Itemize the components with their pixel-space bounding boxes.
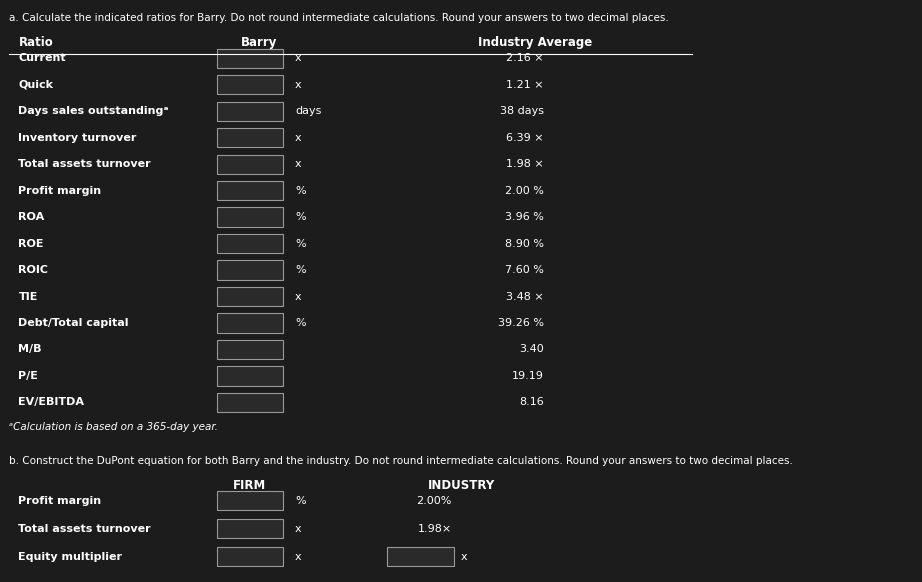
Text: M/B: M/B xyxy=(18,345,41,354)
Text: a. Calculate the indicated ratios for Barry. Do not round intermediate calculati: a. Calculate the indicated ratios for Ba… xyxy=(9,13,669,23)
Text: 3.48 ×: 3.48 × xyxy=(506,292,544,301)
FancyBboxPatch shape xyxy=(217,101,283,120)
Text: Profit margin: Profit margin xyxy=(18,496,101,506)
Text: 1.21 ×: 1.21 × xyxy=(506,80,544,90)
Text: x: x xyxy=(461,552,467,562)
Text: x: x xyxy=(295,159,301,169)
FancyBboxPatch shape xyxy=(217,75,283,94)
Text: INDUSTRY: INDUSTRY xyxy=(428,478,494,492)
FancyBboxPatch shape xyxy=(217,313,283,332)
FancyBboxPatch shape xyxy=(217,340,283,359)
Text: %: % xyxy=(295,265,306,275)
FancyBboxPatch shape xyxy=(217,128,283,147)
Text: Days sales outstandingᵃ: Days sales outstandingᵃ xyxy=(18,106,169,116)
Text: x: x xyxy=(295,53,301,63)
FancyBboxPatch shape xyxy=(217,181,283,200)
FancyBboxPatch shape xyxy=(217,393,283,412)
Text: Barry: Barry xyxy=(241,36,278,49)
FancyBboxPatch shape xyxy=(217,287,283,306)
Text: 39.26 %: 39.26 % xyxy=(498,318,544,328)
Text: %: % xyxy=(295,239,306,249)
Text: b. Construct the DuPont equation for both Barry and the industry. Do not round i: b. Construct the DuPont equation for bot… xyxy=(9,456,793,466)
Text: ᵃCalculation is based on a 365-day year.: ᵃCalculation is based on a 365-day year. xyxy=(9,421,219,431)
Text: Industry Average: Industry Average xyxy=(478,36,592,49)
FancyBboxPatch shape xyxy=(217,49,283,68)
Text: ROA: ROA xyxy=(18,212,44,222)
Text: Total assets turnover: Total assets turnover xyxy=(18,524,151,534)
Text: 8.90 %: 8.90 % xyxy=(505,239,544,249)
Text: Current: Current xyxy=(18,53,66,63)
Text: 8.16: 8.16 xyxy=(519,398,544,407)
Text: Inventory turnover: Inventory turnover xyxy=(18,133,136,143)
Text: %: % xyxy=(295,318,306,328)
Text: ROIC: ROIC xyxy=(18,265,49,275)
Text: x: x xyxy=(295,292,301,301)
Text: days: days xyxy=(295,106,322,116)
Text: 1.98 ×: 1.98 × xyxy=(506,159,544,169)
FancyBboxPatch shape xyxy=(217,367,283,386)
FancyBboxPatch shape xyxy=(217,154,283,173)
Text: 3.40: 3.40 xyxy=(519,345,544,354)
Text: 38 days: 38 days xyxy=(500,106,544,116)
Text: Profit margin: Profit margin xyxy=(18,186,101,196)
Text: 2.00%: 2.00% xyxy=(417,496,452,506)
Text: x: x xyxy=(295,80,301,90)
FancyBboxPatch shape xyxy=(217,260,283,279)
FancyBboxPatch shape xyxy=(217,234,283,253)
Text: 3.96 %: 3.96 % xyxy=(505,212,544,222)
FancyBboxPatch shape xyxy=(217,547,283,566)
FancyBboxPatch shape xyxy=(217,519,283,538)
Text: x: x xyxy=(295,524,301,534)
Text: 2.00 %: 2.00 % xyxy=(505,186,544,196)
Text: %: % xyxy=(295,186,306,196)
Text: Total assets turnover: Total assets turnover xyxy=(18,159,151,169)
Text: Quick: Quick xyxy=(18,80,53,90)
Text: 6.39 ×: 6.39 × xyxy=(506,133,544,143)
Text: 2.16 ×: 2.16 × xyxy=(506,53,544,63)
FancyBboxPatch shape xyxy=(217,207,283,226)
Text: 7.60 %: 7.60 % xyxy=(505,265,544,275)
Text: x: x xyxy=(295,552,301,562)
FancyBboxPatch shape xyxy=(217,491,283,510)
FancyBboxPatch shape xyxy=(387,547,454,566)
Text: Ratio: Ratio xyxy=(18,36,53,49)
Text: 19.19: 19.19 xyxy=(512,371,544,381)
Text: x: x xyxy=(295,133,301,143)
Text: P/E: P/E xyxy=(18,371,39,381)
Text: Equity multiplier: Equity multiplier xyxy=(18,552,123,562)
Text: 1.98×: 1.98× xyxy=(418,524,452,534)
Text: %: % xyxy=(295,212,306,222)
Text: FIRM: FIRM xyxy=(233,478,266,492)
Text: Debt/Total capital: Debt/Total capital xyxy=(18,318,129,328)
Text: %: % xyxy=(295,496,306,506)
Text: EV/EBITDA: EV/EBITDA xyxy=(18,398,85,407)
Text: ROE: ROE xyxy=(18,239,44,249)
Text: TIE: TIE xyxy=(18,292,38,301)
